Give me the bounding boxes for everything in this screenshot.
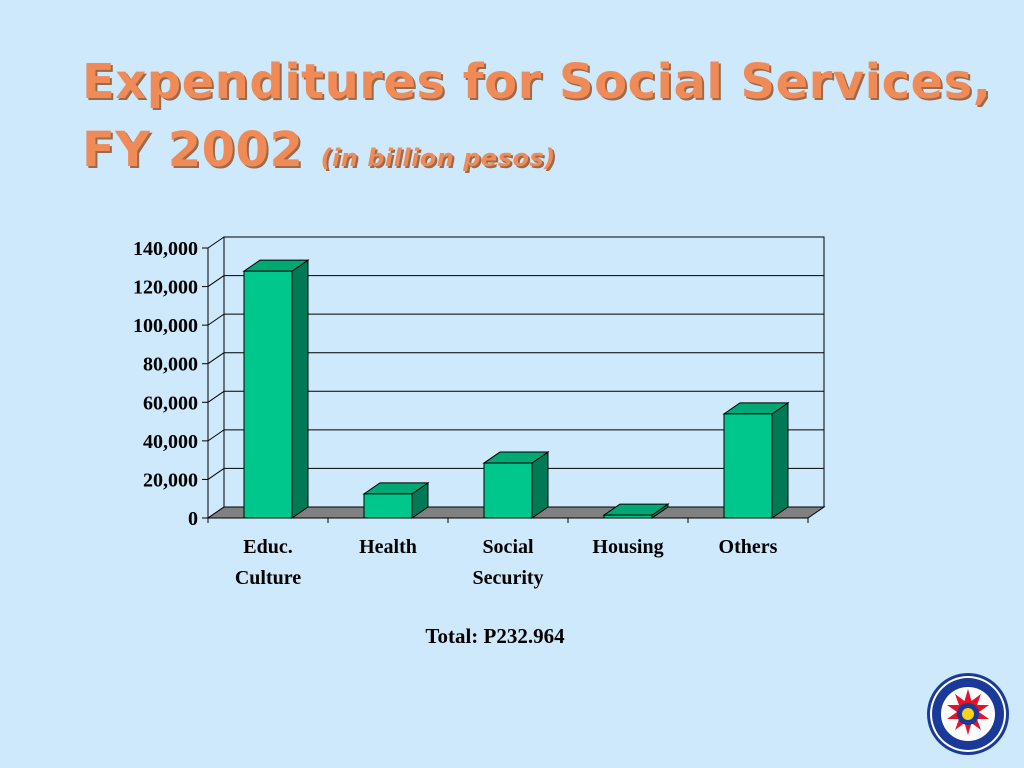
x-tick-label: Social	[482, 536, 534, 558]
x-tick-label: Security	[472, 567, 543, 589]
y-tick-label: 100,000	[133, 315, 198, 337]
title-line-1: Expenditures for Social Services,	[82, 54, 992, 110]
side-gridline	[207, 429, 225, 442]
side-gridline	[207, 390, 225, 403]
y-tick-label: 140,000	[133, 238, 198, 260]
side-gridline	[207, 468, 225, 480]
bar	[243, 270, 293, 519]
bar	[723, 413, 773, 519]
title-year: FY 2002	[82, 122, 304, 178]
y-tick-label: 60,000	[143, 392, 198, 414]
bar-side	[771, 401, 789, 519]
bar	[363, 493, 413, 519]
side-gridline	[207, 313, 225, 326]
bar	[483, 462, 533, 519]
dbm-seal-icon	[927, 673, 1009, 755]
y-tick-label: 40,000	[143, 431, 198, 453]
x-tick-label: Health	[359, 536, 417, 558]
x-tick-label: Others	[719, 536, 778, 558]
side-gridline	[207, 352, 225, 365]
x-tick-label: Educ.	[243, 536, 292, 558]
x-tick-label: Culture	[235, 567, 301, 589]
title-units: (in billion pesos)	[320, 144, 556, 172]
bar-side	[291, 259, 309, 519]
y-tick-label: 20,000	[143, 469, 198, 491]
side-gridline	[207, 275, 225, 287]
title-line-2: FY 2002 (in billion pesos)	[82, 116, 1002, 192]
bar	[603, 514, 653, 519]
total-label: Total: P232.964	[425, 624, 565, 648]
x-tick-label: Housing	[592, 536, 663, 558]
y-tick-label: 120,000	[133, 277, 198, 299]
bar-chart: 0 20,000 40,000 60,000 80,000 100,000 120,000 1…	[133, 236, 826, 589]
side-gridline	[207, 236, 225, 249]
y-tick-label: 80,000	[143, 354, 198, 376]
y-tick-label: 0	[188, 508, 198, 530]
slide-title: Expenditures for Social Services, FY 200…	[82, 48, 1002, 192]
